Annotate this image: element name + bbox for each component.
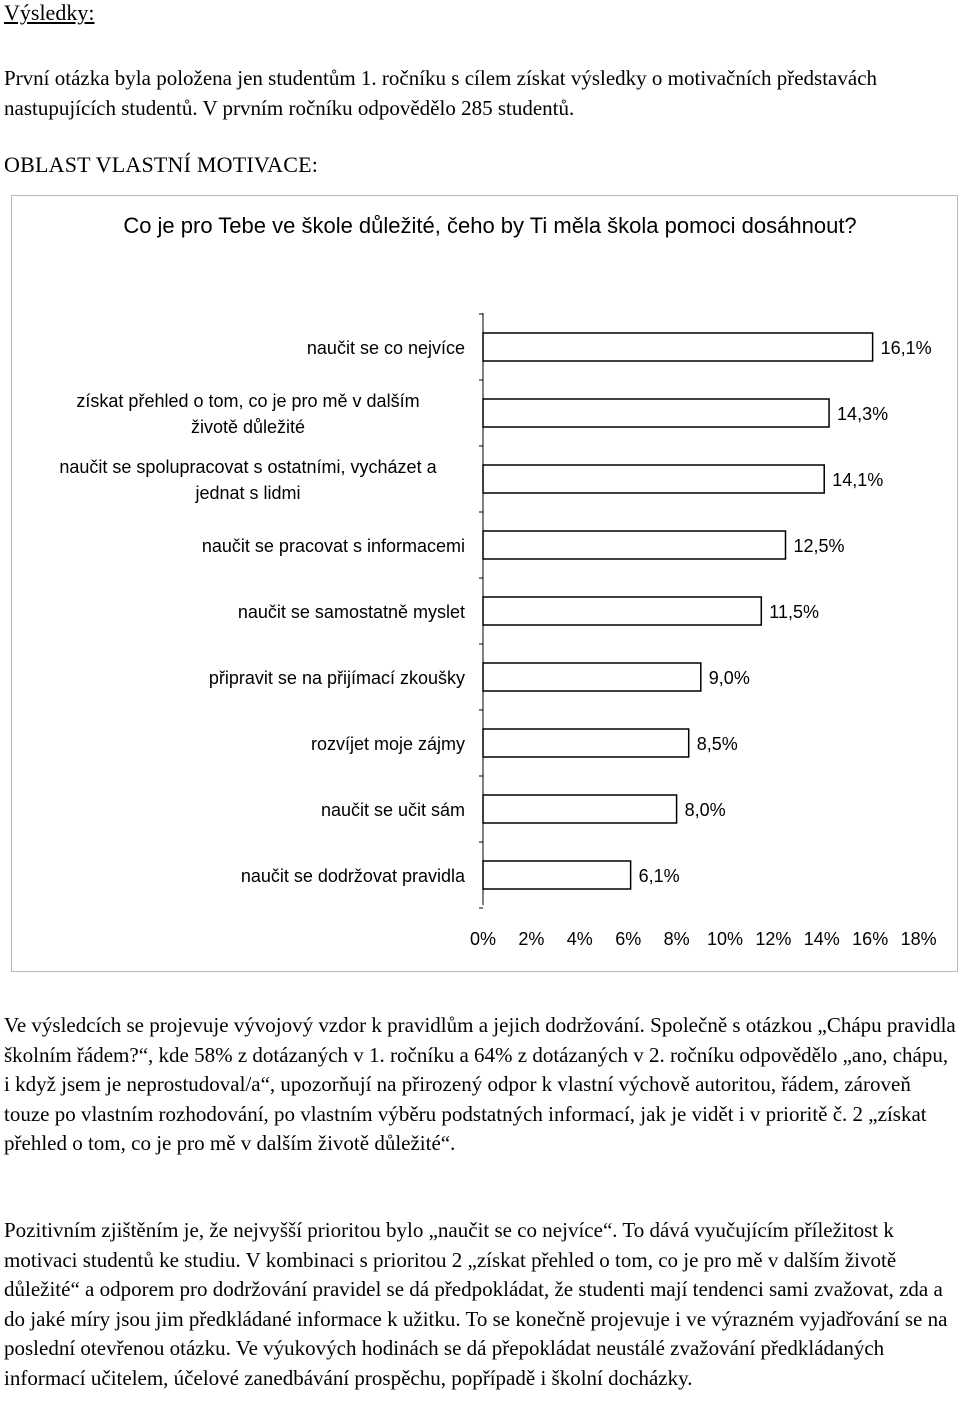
chart-frame xyxy=(11,195,958,972)
chart-title: Co je pro Tebe ve škole důležité, čeho b… xyxy=(123,213,857,238)
bar xyxy=(482,596,763,626)
page-heading: Výsledky: xyxy=(4,0,95,25)
x-tick-label: 4% xyxy=(567,929,593,949)
category-label-line: jednat s lidmi xyxy=(194,483,300,503)
category-label-line: naučit se pracovat s informacemi xyxy=(202,536,465,556)
intro-paragraph: První otázka byla položena jen studentům… xyxy=(4,66,878,120)
category-label: naučit se samostatně myslet xyxy=(238,602,465,622)
category-label-line: naučit se samostatně myslet xyxy=(238,602,465,622)
category-label-line: naučit se učit sám xyxy=(321,800,465,820)
x-tick-label: 8% xyxy=(664,929,690,949)
bar xyxy=(482,464,825,494)
category-label-line: připravit se na přijímací zkoušky xyxy=(209,668,465,688)
category-label: naučit se učit sám xyxy=(321,800,465,820)
x-tick-label: 16% xyxy=(852,929,888,949)
data-label: 11,5% xyxy=(769,602,819,622)
category-label: naučit se dodržovat pravidla xyxy=(241,866,466,886)
bar xyxy=(482,794,678,824)
data-label: 14,1% xyxy=(832,470,883,490)
results-paragraph-2: Pozitivním zjištěním je, že nejvyšší pri… xyxy=(4,1218,948,1390)
bar xyxy=(482,860,632,890)
data-label: 8,0% xyxy=(685,800,726,820)
x-tick-label: 18% xyxy=(901,929,937,949)
bar-chart: 16,1% naučit se co nejvíce 14,3% získat pře… xyxy=(59,313,937,949)
x-tick-label: 2% xyxy=(518,929,544,949)
category-label: rozvíjet moje zájmy xyxy=(311,734,465,754)
data-label: 14,3% xyxy=(837,404,888,424)
category-label-line: životě důležité xyxy=(191,417,305,437)
section-title: OBLAST VLASTNÍ MOTIVACE: xyxy=(4,152,319,177)
bar xyxy=(482,530,787,560)
category-label: naučit se co nejvíce xyxy=(307,338,465,358)
data-label: 8,5% xyxy=(697,734,738,754)
category-label: připravit se na přijímací zkoušky xyxy=(209,668,465,688)
x-tick-label: 14% xyxy=(804,929,840,949)
bar xyxy=(482,728,690,758)
category-label: naučit se pracovat s informacemi xyxy=(202,536,465,556)
x-tick-label: 12% xyxy=(755,929,791,949)
data-label: 12,5% xyxy=(794,536,845,556)
category-label: naučit se spolupracovat s ostatními, vyc… xyxy=(59,457,437,503)
x-tick-label: 0% xyxy=(470,929,496,949)
bar xyxy=(482,332,874,362)
data-label: 9,0% xyxy=(709,668,750,688)
category-label-line: naučit se dodržovat pravidla xyxy=(241,866,466,886)
x-tick-label: 6% xyxy=(615,929,641,949)
data-label: 16,1% xyxy=(881,338,932,358)
x-tick-label: 10% xyxy=(707,929,743,949)
category-label-line: získat přehled o tom, co je pro mě v dal… xyxy=(76,391,419,411)
bar xyxy=(482,398,830,428)
category-label: získat přehled o tom, co je pro mě v dal… xyxy=(76,391,419,437)
results-paragraph-1: Ve výsledcích se projevuje vývojový vzdo… xyxy=(4,1013,956,1155)
category-label-line: naučit se co nejvíce xyxy=(307,338,465,358)
category-label-line: naučit se spolupracovat s ostatními, vyc… xyxy=(59,457,437,477)
data-label: 6,1% xyxy=(639,866,680,886)
category-label-line: rozvíjet moje zájmy xyxy=(311,734,465,754)
bar xyxy=(482,662,702,692)
